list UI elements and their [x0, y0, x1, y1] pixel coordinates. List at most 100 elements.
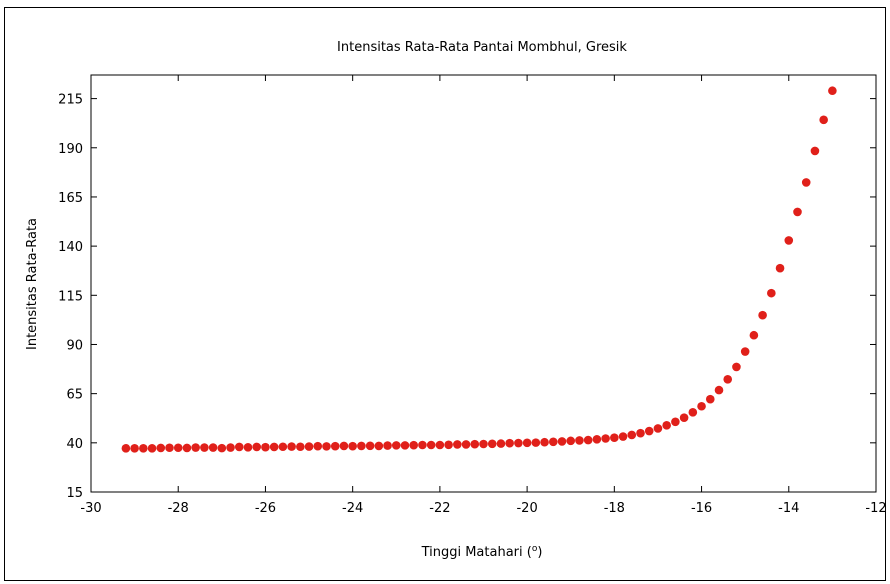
data-point	[740, 347, 750, 356]
data-point	[139, 444, 148, 453]
data-point	[165, 443, 174, 453]
x-axis-label: Tinggi Matahari (o)	[421, 544, 543, 560]
data-point	[618, 432, 628, 441]
data-point	[583, 435, 593, 445]
data-point	[383, 441, 392, 450]
data-point	[182, 443, 192, 453]
data-point	[671, 417, 680, 427]
data-point	[453, 440, 462, 449]
data-point	[226, 443, 235, 452]
data-point	[592, 434, 602, 444]
x-tick-label: -14	[778, 501, 799, 516]
data-point	[575, 436, 584, 445]
data-point	[496, 439, 506, 448]
plot-area-border	[90, 74, 877, 493]
chart-frame	[4, 7, 886, 581]
data-point	[461, 440, 471, 449]
data-point	[357, 441, 366, 451]
data-point	[644, 426, 654, 436]
data-point	[234, 442, 244, 452]
data-point	[339, 441, 349, 451]
data-point	[566, 436, 576, 446]
data-point	[514, 438, 523, 448]
y-tick-label: 90	[66, 338, 83, 353]
x-axis-label-superscript: o	[532, 544, 538, 554]
data-point	[217, 443, 227, 453]
data-point	[775, 263, 785, 273]
x-tick-label: -28	[168, 501, 189, 516]
data-point	[828, 86, 837, 96]
data-point	[758, 310, 767, 320]
data-point	[200, 443, 209, 452]
data-point	[610, 433, 619, 443]
data-point	[191, 443, 200, 452]
data-point	[784, 236, 794, 245]
x-tick-label: -18	[604, 501, 625, 516]
data-point	[400, 441, 410, 450]
data-point	[470, 439, 480, 449]
data-point	[505, 438, 514, 448]
data-point	[121, 444, 131, 453]
data-point	[252, 442, 262, 452]
x-tick-label: -24	[342, 501, 363, 516]
data-point	[278, 442, 288, 452]
y-tick-label: 115	[58, 289, 83, 304]
data-point	[688, 408, 698, 417]
data-point	[557, 437, 567, 446]
data-point	[418, 440, 427, 450]
data-point	[653, 424, 663, 433]
y-axis-label: Intensitas Rata-Rata	[25, 218, 40, 350]
data-point	[348, 441, 357, 451]
data-point	[156, 443, 166, 453]
data-point	[409, 440, 419, 450]
data-point	[601, 434, 610, 443]
data-point	[540, 437, 549, 447]
data-point	[522, 438, 532, 448]
y-tick-label: 65	[66, 388, 83, 403]
data-point	[444, 440, 453, 450]
x-tick-label: -26	[255, 501, 276, 516]
data-point	[636, 428, 645, 438]
data-point	[732, 362, 741, 372]
data-points	[121, 86, 837, 453]
y-tick-label: 165	[58, 191, 83, 206]
x-tick-label: -20	[516, 501, 537, 516]
x-tick-label: -30	[80, 501, 101, 516]
data-point	[479, 439, 488, 449]
data-point	[714, 385, 724, 395]
data-point	[391, 441, 401, 450]
data-point	[810, 146, 820, 156]
data-point	[749, 330, 759, 340]
data-point	[426, 440, 436, 450]
data-point	[287, 442, 296, 451]
axis-ticks	[90, 75, 877, 493]
data-point	[130, 444, 139, 453]
y-tick-label: 190	[58, 142, 83, 157]
data-point	[243, 443, 253, 452]
data-point	[173, 443, 183, 453]
data-point	[269, 442, 279, 452]
data-point	[435, 440, 445, 450]
data-point	[767, 288, 776, 298]
data-point	[322, 442, 331, 451]
y-tick-label: 15	[66, 486, 83, 501]
data-point	[313, 441, 323, 451]
data-point	[662, 421, 671, 430]
data-point	[531, 438, 541, 447]
y-tick-label: 40	[66, 437, 83, 452]
data-point	[819, 115, 828, 125]
y-tick-label: 215	[58, 93, 83, 108]
data-point	[487, 439, 497, 449]
data-point	[261, 442, 270, 452]
x-tick-label: -22	[429, 501, 450, 516]
data-point	[147, 444, 157, 453]
data-point	[705, 394, 715, 404]
data-point	[330, 441, 340, 451]
data-point	[697, 401, 706, 411]
data-point	[723, 374, 733, 384]
data-point	[208, 443, 218, 452]
data-point	[304, 442, 314, 451]
data-point	[374, 441, 384, 451]
data-point	[365, 441, 375, 451]
data-point	[679, 413, 689, 422]
